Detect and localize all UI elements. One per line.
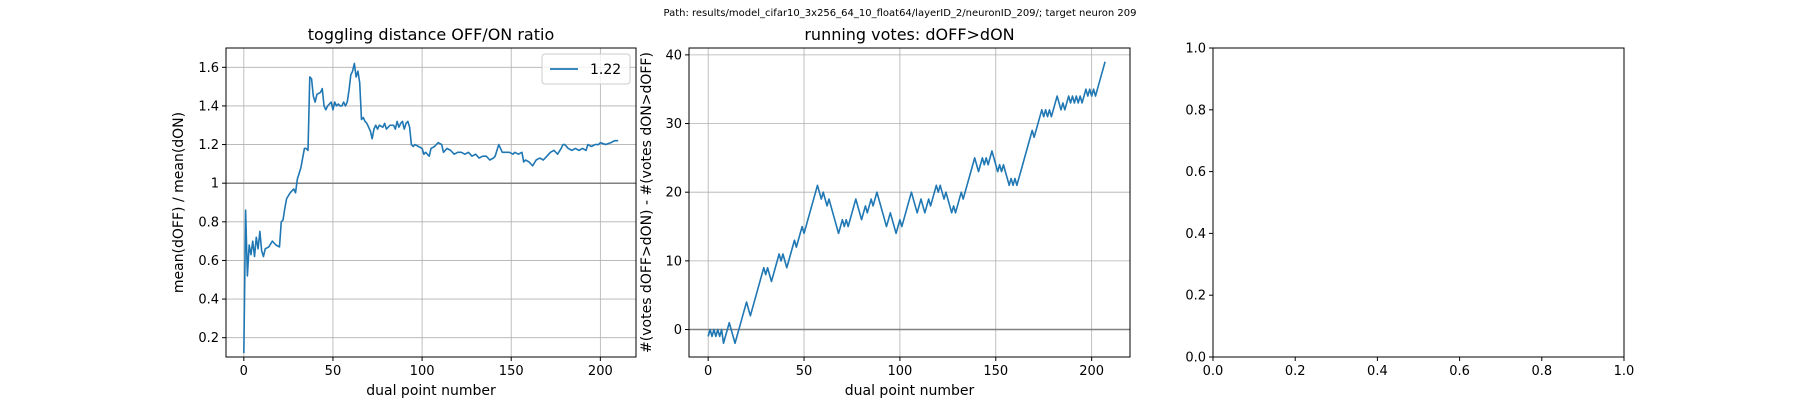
empty-x-tick-label: 1.0 (1614, 364, 1635, 379)
ratio-y-tick-label: 1.2 (198, 138, 219, 153)
ratio-x-tick-label: 200 (588, 364, 613, 379)
votes-y-tick-label: 10 (665, 254, 682, 269)
ratio-chart-title: toggling distance OFF/ON ratio (308, 25, 554, 44)
empty-chart-panel: 0.0 0.2 0.4 0.6 0.8 1.0 0.0 0.2 0.4 0.6 0.8 1.0 (1185, 42, 1634, 380)
figure-suptitle: Path: results/model_cifar10_3x256_64_10_… (664, 8, 1137, 19)
votes-x-axis-label: dual point number (845, 383, 975, 399)
ratio-x-tick-label: 100 (410, 364, 435, 379)
ratio-x-axis-label: dual point number (366, 383, 496, 399)
empty-x-tick-label: 0.0 (1203, 364, 1224, 379)
votes-axes-frame (688, 47, 1131, 358)
votes-x-tick-label: 0 (704, 364, 712, 379)
ratio-legend-label: 1.22 (590, 62, 621, 78)
empty-y-tick-label: 0.0 (1185, 351, 1206, 366)
votes-x-tick-label: 200 (1079, 364, 1104, 379)
ratio-legend-box (541, 53, 631, 85)
votes-x-tick-label: 100 (887, 364, 912, 379)
votes-y-tick-label: 20 (665, 186, 682, 201)
votes-y-axis-label: #(votes dOFF>dON) - #(votes dON>dOFF) (639, 52, 655, 353)
votes-chart-title: running votes: dOFF>dON (804, 25, 1014, 44)
votes-x-tick-label: 150 (983, 364, 1008, 379)
empty-y-tick-label: 0.2 (1185, 289, 1206, 304)
votes-y-tick-label: 0 (674, 323, 682, 338)
empty-y-tick-label: 1.0 (1185, 42, 1206, 57)
ratio-y-tick-label: 1.4 (198, 99, 219, 114)
ratio-y-tick-label: 0.6 (198, 254, 219, 269)
votes-chart-panel: 0 50 100 150 200 0 10 20 30 40 running votes: dOFF… (639, 25, 1131, 399)
ratio-x-tick-label: 50 (325, 364, 342, 379)
empty-y-tick-label: 0.8 (1185, 103, 1206, 118)
ratio-series-line (243, 62, 619, 354)
empty-x-tick-label: 0.4 (1367, 364, 1388, 379)
ratio-y-tick-label: 0.4 (198, 293, 219, 308)
ratio-y-tick-label: 0.8 (198, 215, 219, 230)
votes-x-tick-label: 50 (796, 364, 813, 379)
ratio-x-tick-label: 0 (240, 364, 248, 379)
ratio-y-tick-label: 0.2 (198, 331, 219, 346)
ratio-legend: 1.22 (541, 53, 631, 85)
votes-y-tick-label: 30 (665, 117, 682, 132)
empty-x-tick-label: 0.8 (1531, 364, 1552, 379)
ratio-axes-frame (225, 47, 637, 358)
votes-series-line (707, 61, 1106, 345)
ratio-y-tick-label: 1 (211, 177, 219, 192)
ratio-x-tick-label: 150 (499, 364, 524, 379)
ratio-y-axis-label: mean(dOFF) / mean(dON) (171, 112, 187, 293)
empty-x-tick-label: 0.2 (1285, 364, 1306, 379)
empty-y-tick-label: 0.6 (1185, 165, 1206, 180)
empty-x-tick-label: 0.6 (1449, 364, 1470, 379)
ratio-y-tick-label: 1.6 (198, 61, 219, 76)
ratio-chart-panel: 0 50 100 150 200 0.2 0.4 0.6 0.8 1 1.2 1.4 1.6 toggli… (171, 25, 637, 399)
votes-y-tick-label: 40 (665, 48, 682, 63)
empty-y-tick-label: 0.4 (1185, 227, 1206, 242)
empty-axes-frame (1212, 47, 1625, 358)
